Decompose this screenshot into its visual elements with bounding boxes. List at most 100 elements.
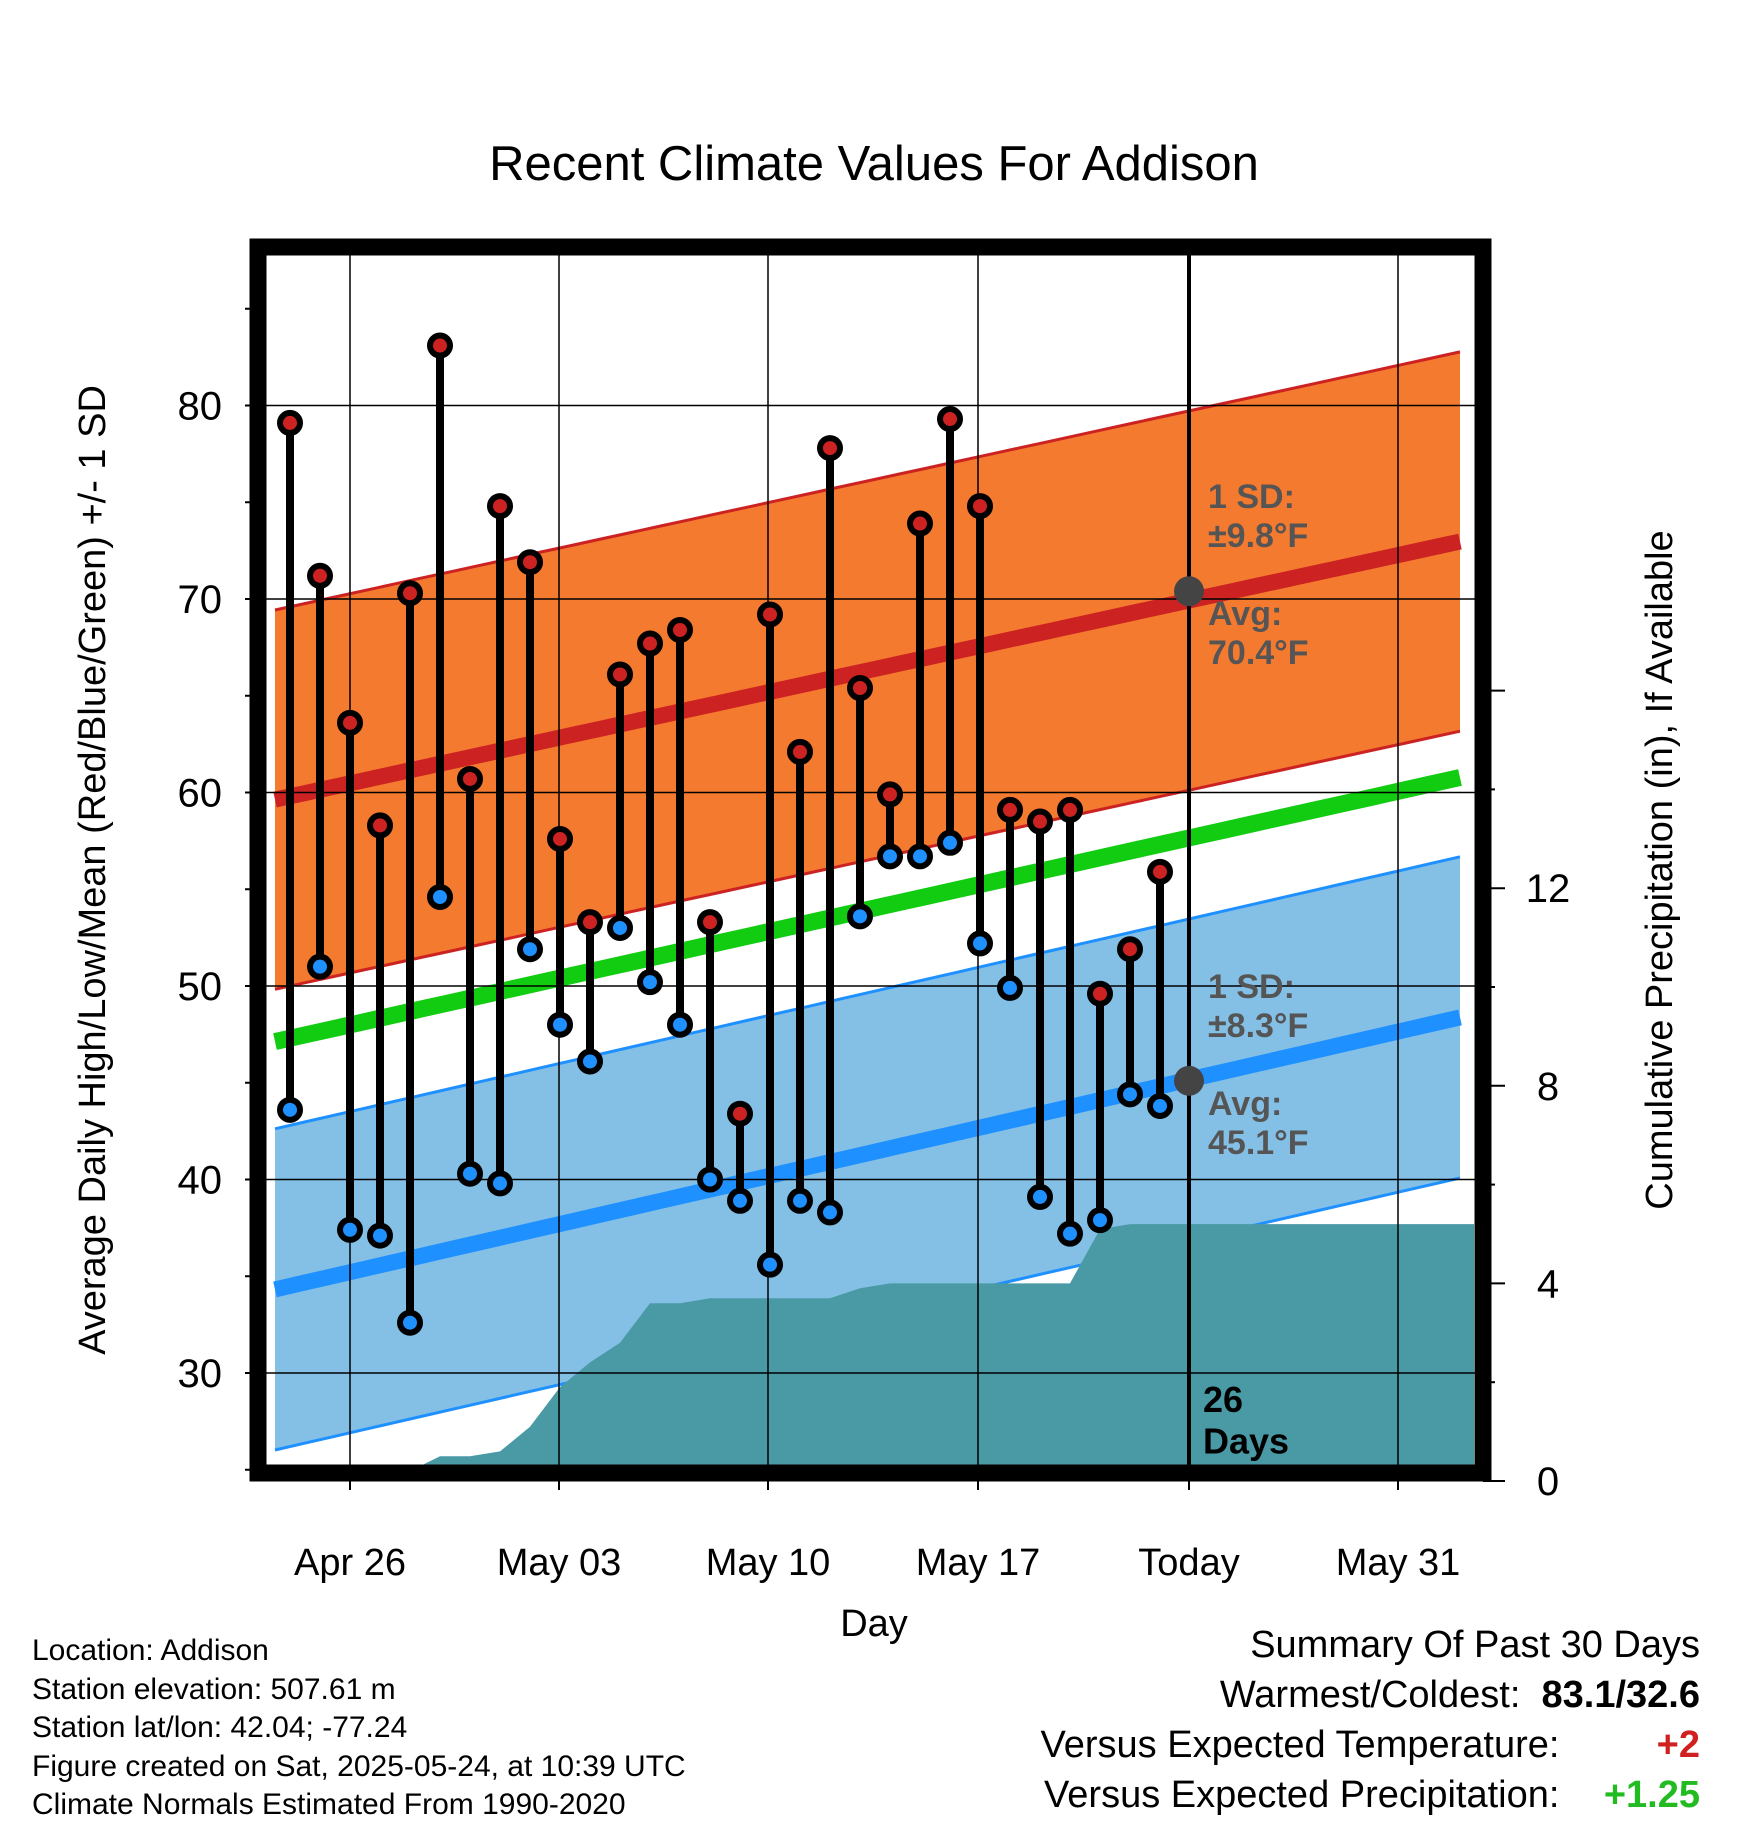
daily-low-point (1087, 1207, 1113, 1234)
daily-low-point (727, 1187, 753, 1214)
y-axis-label: Average Daily High/Low/Mean (Red/Blue/Gr… (72, 385, 114, 1355)
daily-low-point (637, 969, 663, 996)
low-sd-label: 1 SD: ±8.3°F (1208, 968, 1308, 1045)
daily-high-point (1087, 980, 1113, 1007)
precipitation-area (258, 1224, 1474, 1473)
daily-high-point (517, 549, 543, 576)
daily-high-point (817, 435, 843, 462)
y-tick-label: 50 (178, 965, 223, 1009)
high-band-upper-edge (274, 350, 1461, 612)
warmest-coldest-label: Warmest/Coldest: (1219, 1674, 1521, 1716)
x-tick-label: May 17 (916, 1542, 1041, 1584)
daily-high-point (637, 630, 663, 657)
y-right-tick-label: 4 (1537, 1262, 1559, 1306)
temperature-value: +2 (1656, 1724, 1700, 1766)
daily-low-point (667, 1011, 693, 1038)
daily-low-point (967, 930, 993, 957)
x-tick-label: May 03 (497, 1542, 622, 1584)
plot-content: 1 SD: ±9.8°F Avg: 70.4°F 1 SD: ±8.3°F Avg: 45.1… (258, 247, 1483, 1473)
daily-high-point (367, 812, 393, 839)
daily-high-point (757, 601, 783, 628)
today-high-normal-marker (1174, 576, 1204, 607)
daily-low-point (757, 1251, 783, 1278)
x-axis-label: Day (840, 1603, 908, 1645)
daily-low-point (847, 903, 873, 930)
daily-high-point (457, 765, 483, 792)
daily-low-point (1147, 1092, 1173, 1119)
daily-low-point (307, 953, 333, 980)
daily-high-point (277, 409, 303, 436)
today-low-normal-marker (1174, 1065, 1204, 1096)
y-tick-label: 70 (178, 578, 223, 622)
station-info: Location: Addison Station elevation: 507… (32, 1632, 686, 1825)
daily-low-point (487, 1170, 513, 1197)
daily-low-point (817, 1199, 843, 1226)
daily-high-point (787, 738, 813, 765)
station-elevation: Station elevation: 507.61 m (32, 1672, 396, 1706)
daily-high-point (1147, 858, 1173, 885)
daily-high-point (847, 675, 873, 702)
daily-low-point (517, 936, 543, 963)
daily-low-point (577, 1048, 603, 1075)
daily-high-point (427, 332, 453, 359)
precipitation-value: +1.25 (1603, 1774, 1700, 1816)
daily-high-point (1057, 796, 1083, 823)
warmest-coldest-value: 83.1/32.6 (1541, 1674, 1700, 1716)
precipitation-label: Versus Expected Precipitation: (1044, 1774, 1560, 1816)
daily-low-point (277, 1096, 303, 1123)
daily-low-point (937, 829, 963, 856)
daily-high-point (607, 661, 633, 688)
plot-area: 1 SD: ±9.8°F Avg: 70.4°F 1 SD: ±8.3°F Avg: 45.1… (178, 238, 1571, 1584)
daily-low-point (787, 1187, 813, 1214)
summary-warmest-coldest: Warmest/Coldest: 83.1/32.6 (800, 1670, 1700, 1720)
high-normal-line (273, 533, 1462, 808)
daily-high-point (697, 909, 723, 936)
figure-created: Figure created on Sat, 2025-05-24, at 10… (32, 1749, 686, 1783)
daily-high-point (967, 493, 993, 520)
daily-high-point (487, 493, 513, 520)
daily-high-point (727, 1100, 753, 1127)
daily-low-point (997, 974, 1023, 1001)
daily-high-point (937, 406, 963, 433)
daily-high-point (577, 909, 603, 936)
daily-low-point (1027, 1183, 1053, 1210)
x-tick-label: May 10 (706, 1542, 831, 1584)
plot-frame (249, 238, 1492, 1482)
station-latlon: Station lat/lon: 42.04; -77.24 (32, 1711, 408, 1744)
daily-low-point (1057, 1220, 1083, 1247)
daily-low-point (427, 883, 453, 910)
daily-low-point (1117, 1081, 1143, 1108)
y-tick-label: 60 (178, 772, 223, 816)
low-avg-label: Avg: 45.1°F (1208, 1085, 1309, 1162)
daily-low-point (457, 1160, 483, 1187)
y-tick-label: 30 (178, 1352, 223, 1396)
x-tick-label: Today (1138, 1542, 1239, 1584)
x-tick-label: Apr 26 (294, 1542, 406, 1584)
station-location: Location: Addison (32, 1634, 269, 1667)
daily-high-point (397, 580, 423, 607)
daily-low-point (697, 1166, 723, 1193)
daily-high-point (337, 709, 363, 736)
daily-low-point (907, 843, 933, 870)
daily-high-point (997, 796, 1023, 823)
summary-temperature: Versus Expected Temperature: +2 (800, 1720, 1700, 1770)
daily-high-point (1027, 808, 1053, 835)
daily-low-point (397, 1309, 423, 1336)
daily-high-point (307, 562, 333, 589)
high-sd-label: 1 SD: ±9.8°F (1208, 478, 1308, 555)
temperature-label: Versus Expected Temperature: (1040, 1724, 1560, 1766)
daily-high-point (547, 825, 573, 852)
daily-low-point (367, 1222, 393, 1249)
y-right-tick-label: 12 (1526, 867, 1571, 911)
y-right-tick-label: 8 (1537, 1065, 1559, 1109)
summary-precipitation: Versus Expected Precipitation: +1.25 (800, 1770, 1700, 1820)
summary-panel: Summary Of Past 30 Days Warmest/Coldest:… (800, 1620, 1700, 1820)
y-axis-right-label: Cumulative Precipitation (in), If Availa… (1639, 530, 1681, 1209)
y-tick-label: 40 (178, 1159, 223, 1203)
x-tick-label: May 31 (1336, 1542, 1461, 1584)
summary-title: Summary Of Past 30 Days (1250, 1624, 1700, 1666)
daily-low-point (337, 1216, 363, 1243)
days-count-label: 26 Days (1203, 1379, 1289, 1461)
chart-title: Recent Climate Values For Addison (489, 137, 1259, 191)
